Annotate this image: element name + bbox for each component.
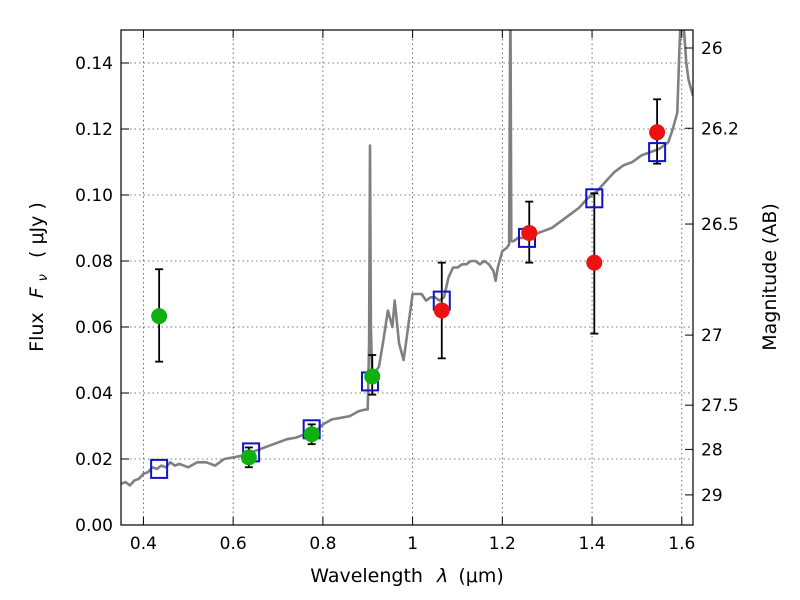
plot-frame <box>120 29 694 526</box>
model-photometry-box <box>585 188 604 209</box>
mag-tick-label: 26 <box>701 39 723 59</box>
plot-area <box>121 30 693 487</box>
model-photometry-box <box>648 142 667 163</box>
x-tick-label: 1.2 <box>489 534 516 554</box>
red-data-point <box>649 124 666 141</box>
mag-tick-label: 26.2 <box>701 119 739 139</box>
y-tick-label: 0.04 <box>75 384 113 404</box>
green-data-point <box>303 426 320 443</box>
model-photometry-box <box>150 458 169 479</box>
green-data-point <box>364 368 381 385</box>
y-tick-label: 0.00 <box>75 516 113 536</box>
x-axis-label-unit: (μm) <box>458 565 503 587</box>
y-tick-label: 0.10 <box>75 186 113 206</box>
x-axis-label: Wavelength λ (μm) <box>310 565 503 587</box>
green-data-point <box>151 308 168 325</box>
y-axis-label-prefix: Flux <box>26 312 48 352</box>
y-tick-label: 0.06 <box>75 318 113 338</box>
mag-tick-label: 29 <box>701 486 723 506</box>
x-tick-label: 0.6 <box>220 534 247 554</box>
x-axis-label-prefix: Wavelength <box>310 565 423 587</box>
y2-axis-label: Magnitude (AB) <box>759 203 781 351</box>
x-axis-label-lambda: λ <box>436 565 448 587</box>
y-tick-label: 0.08 <box>75 252 113 272</box>
x-tick-label: 1 <box>407 534 418 554</box>
y-tick-label: 0.12 <box>75 120 113 140</box>
y-tick-label: 0.14 <box>75 54 113 74</box>
y-axis-label: Flux F ν ( μJy ) <box>26 202 52 352</box>
y-axis-label-nu: ν <box>36 274 51 281</box>
mag-tick-label: 28 <box>701 440 723 460</box>
x-tick-label: 1.4 <box>579 534 606 554</box>
axis-ticks: 0.4 0.6 0.8 1 1.2 1.4 1.6 0.00 0.02 0.04 0.06 0.08 0… <box>75 30 739 554</box>
y-axis-label-f: F <box>26 286 48 298</box>
red-data-point <box>521 224 538 241</box>
grid-lines <box>121 30 693 526</box>
x-tick-label: 0.8 <box>309 534 336 554</box>
mag-tick-label: 27.5 <box>701 396 739 416</box>
red-data-point <box>433 302 450 319</box>
y-tick-label: 0.02 <box>75 450 113 470</box>
red-data-point <box>586 254 603 271</box>
mag-tick-label: 27 <box>701 326 723 346</box>
green-data-point <box>240 449 257 466</box>
x-tick-label: 0.4 <box>130 534 157 554</box>
y-axis-label-unit: ( μJy ) <box>26 202 48 258</box>
x-tick-label: 1.6 <box>668 534 695 554</box>
model-spectrum-line <box>121 30 693 487</box>
mag-tick-label: 26.5 <box>701 215 739 235</box>
